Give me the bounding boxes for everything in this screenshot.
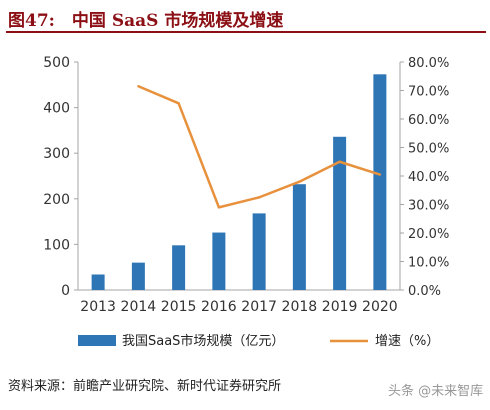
bar — [333, 136, 347, 290]
right-tick-label: 70.0% — [408, 85, 449, 100]
x-tick-label: 2017 — [241, 299, 277, 315]
header-rule — [6, 31, 486, 33]
source-note: 资料来源：前瞻产业研究院、新时代证券研究所 — [8, 379, 282, 394]
right-tick-label: 50.0% — [408, 142, 449, 157]
bar — [131, 262, 145, 290]
legend-label-bar: 我国SaaS市场规模（亿元） — [122, 333, 284, 349]
growth-point — [217, 206, 221, 209]
x-tick-label: 2020 — [362, 299, 398, 315]
chart: 0 100 200 300 400 500 0.0% 10.0% 20.0% 30.0% 40.0%… — [43, 55, 449, 349]
bar — [292, 184, 306, 290]
x-tick-label: 2013 — [80, 299, 116, 315]
x-tick-label: 2014 — [121, 299, 157, 315]
right-tick-label: 0.0% — [408, 284, 441, 299]
figure-header: 图47: 中国 SaaS 市场规模及增速 — [0, 0, 490, 34]
left-tick-label: 0 — [61, 283, 70, 299]
bar — [172, 245, 186, 290]
growth-point — [257, 196, 261, 199]
bar — [252, 213, 266, 290]
x-tick-label: 2016 — [201, 299, 237, 315]
growth-point — [137, 85, 140, 88]
watermark: 头条 @未来智库 — [388, 384, 484, 399]
legend-swatch-bar — [78, 335, 116, 346]
left-tick-label: 500 — [43, 55, 70, 71]
bar — [212, 232, 226, 290]
right-tick-label: 30.0% — [408, 199, 449, 214]
x-tick-label: 2015 — [161, 299, 197, 315]
growth-point — [378, 173, 382, 176]
x-tick-label: 2019 — [322, 299, 358, 315]
growth-point — [298, 180, 301, 183]
bar — [373, 74, 387, 290]
bar — [91, 274, 105, 290]
growth-point — [177, 102, 180, 105]
left-tick-label: 400 — [43, 101, 70, 117]
legend-label-line: 增速（%） — [375, 334, 439, 349]
right-tick-label: 10.0% — [408, 256, 449, 271]
growth-point — [338, 160, 341, 163]
left-tick-label: 300 — [43, 146, 70, 162]
left-tick-label: 200 — [43, 192, 70, 208]
x-tick-label: 2018 — [282, 299, 318, 315]
figure-title: 图47: 中国 SaaS 市场规模及增速 — [8, 11, 284, 31]
right-tick-label: 40.0% — [408, 170, 449, 185]
right-tick-label: 20.0% — [408, 227, 449, 242]
right-tick-label: 80.0% — [408, 56, 449, 71]
right-tick-label: 60.0% — [408, 113, 449, 128]
left-tick-label: 100 — [43, 237, 70, 253]
